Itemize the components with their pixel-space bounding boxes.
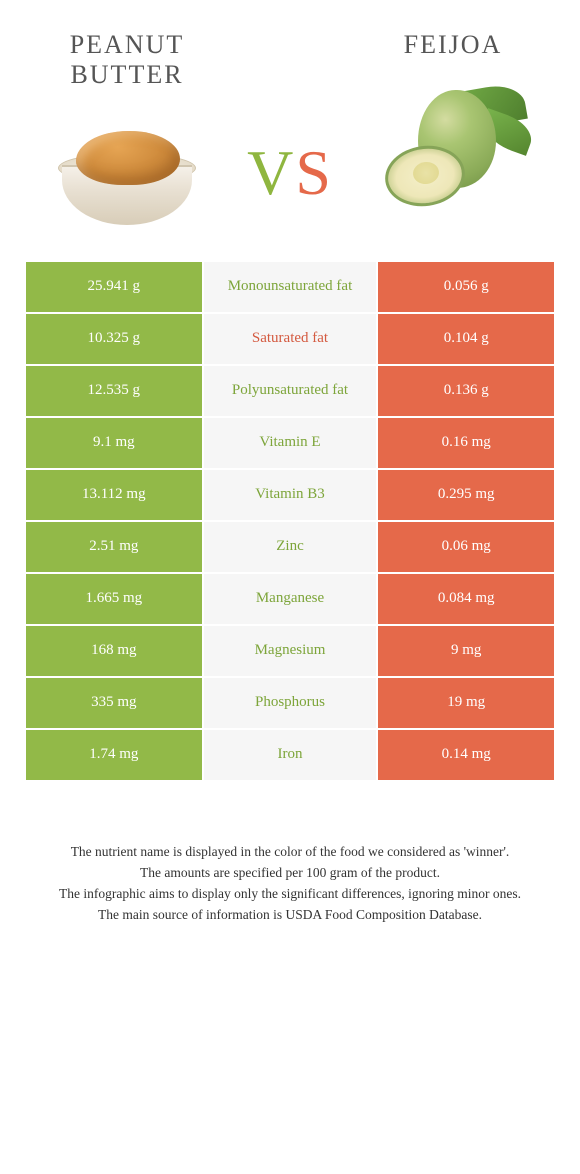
comparison-header: Peanut butter VS Feijoa [24,30,556,240]
vs-letter-v: V [247,137,295,208]
nutrient-name-cell: Zinc [203,521,378,573]
nutrient-row: 12.535 gPolyunsaturated fat0.136 g [25,365,555,417]
peanut-butter-icon [52,125,202,225]
right-value-cell: 0.136 g [377,365,555,417]
right-food-column: Feijoa [350,30,556,210]
vs-letter-s: S [295,137,333,208]
nutrient-name-cell: Vitamin B3 [203,469,378,521]
left-value-cell: 9.1 mg [25,417,203,469]
left-value-cell: 12.535 g [25,365,203,417]
right-value-cell: 0.14 mg [377,729,555,781]
nutrient-table: 25.941 gMonounsaturated fat0.056 g10.325… [24,260,556,782]
left-food-title: Peanut butter [24,30,230,90]
left-value-cell: 25.941 g [25,261,203,313]
left-food-column: Peanut butter [24,30,230,240]
left-value-cell: 1.74 mg [25,729,203,781]
nutrient-name-cell: Magnesium [203,625,378,677]
nutrient-row: 2.51 mgZinc0.06 mg [25,521,555,573]
footnote-line: The main source of information is USDA F… [30,905,550,926]
left-value-cell: 1.665 mg [25,573,203,625]
right-food-image [350,80,556,210]
left-value-cell: 2.51 mg [25,521,203,573]
nutrient-row: 168 mgMagnesium9 mg [25,625,555,677]
nutrient-row: 13.112 mgVitamin B30.295 mg [25,469,555,521]
footnote-line: The infographic aims to display only the… [30,884,550,905]
right-food-title: Feijoa [350,30,556,60]
left-food-image [24,110,230,240]
nutrient-name-cell: Iron [203,729,378,781]
nutrient-row: 9.1 mgVitamin E0.16 mg [25,417,555,469]
nutrient-name-cell: Manganese [203,573,378,625]
left-value-cell: 10.325 g [25,313,203,365]
nutrient-row: 335 mgPhosphorus19 mg [25,677,555,729]
nutrient-name-cell: Monounsaturated fat [203,261,378,313]
nutrient-row: 1.74 mgIron0.14 mg [25,729,555,781]
nutrient-name-cell: Polyunsaturated fat [203,365,378,417]
right-value-cell: 0.104 g [377,313,555,365]
vs-separator: VS [230,30,350,240]
nutrient-row: 10.325 gSaturated fat0.104 g [25,313,555,365]
right-value-cell: 0.06 mg [377,521,555,573]
nutrient-name-cell: Phosphorus [203,677,378,729]
right-value-cell: 0.295 mg [377,469,555,521]
right-value-cell: 9 mg [377,625,555,677]
feijoa-icon [373,80,533,210]
nutrient-row: 25.941 gMonounsaturated fat0.056 g [25,261,555,313]
footnote-line: The nutrient name is displayed in the co… [30,842,550,863]
left-value-cell: 13.112 mg [25,469,203,521]
footnotes: The nutrient name is displayed in the co… [24,842,556,926]
right-value-cell: 0.056 g [377,261,555,313]
nutrient-name-cell: Vitamin E [203,417,378,469]
left-value-cell: 168 mg [25,625,203,677]
nutrient-name-cell: Saturated fat [203,313,378,365]
right-value-cell: 0.084 mg [377,573,555,625]
right-value-cell: 0.16 mg [377,417,555,469]
left-value-cell: 335 mg [25,677,203,729]
right-value-cell: 19 mg [377,677,555,729]
nutrient-row: 1.665 mgManganese0.084 mg [25,573,555,625]
footnote-line: The amounts are specified per 100 gram o… [30,863,550,884]
